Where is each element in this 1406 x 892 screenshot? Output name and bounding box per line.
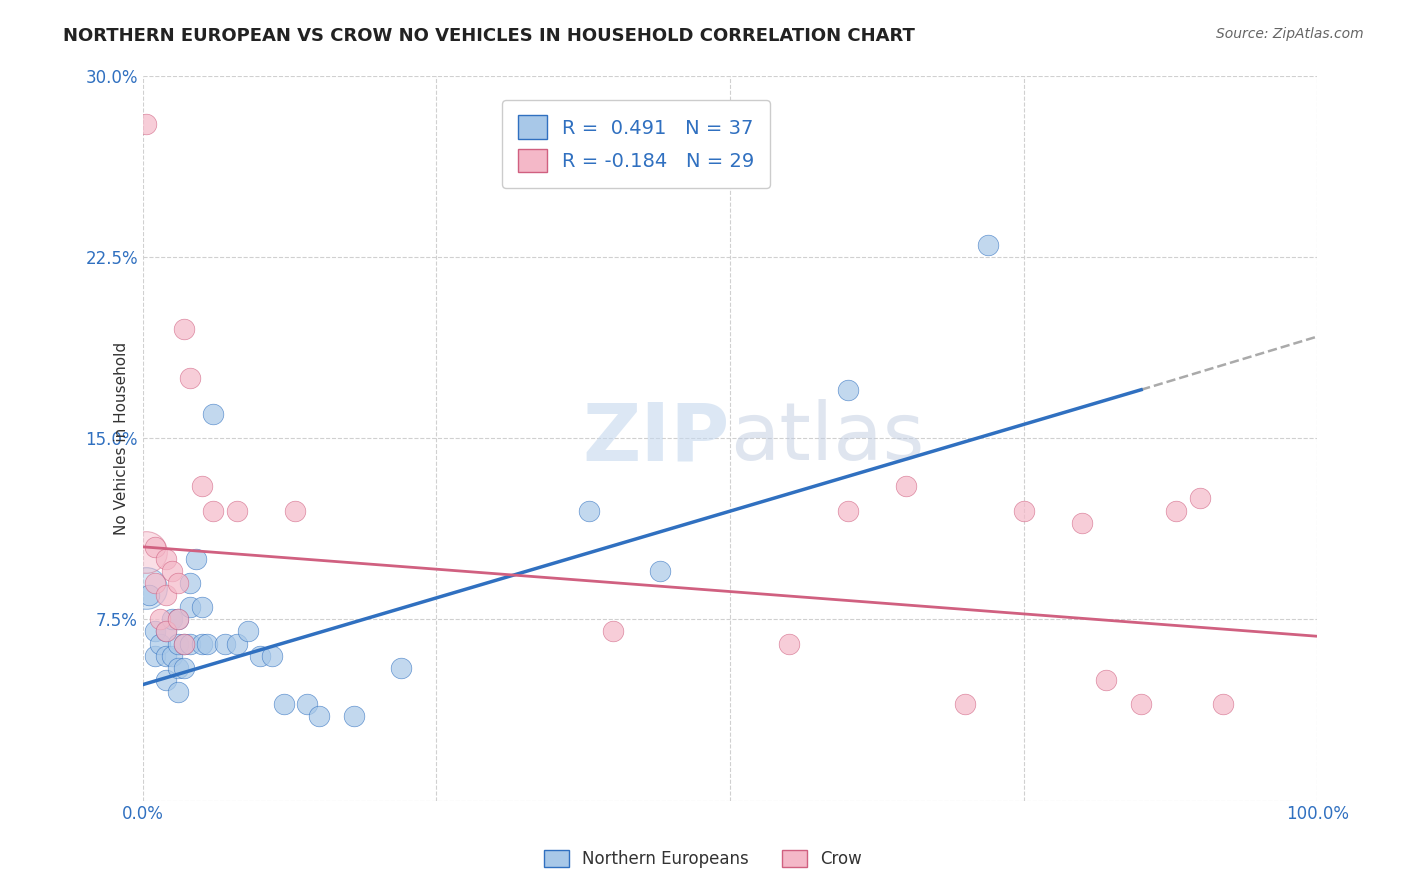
Point [143, 576, 166, 591]
Point [297, 697, 319, 711]
Point [578, 503, 600, 517]
Point [953, 697, 976, 711]
Point [190, 479, 212, 493]
Point [837, 503, 859, 517]
Point [167, 612, 190, 626]
Point [896, 479, 918, 493]
Point [135, 117, 157, 131]
Legend: Northern Europeans, Crow: Northern Europeans, Crow [537, 843, 869, 875]
Point [284, 503, 307, 517]
Legend: R =  0.491   N = 37, R = -0.184   N = 29: R = 0.491 N = 37, R = -0.184 N = 29 [502, 100, 770, 188]
Point [138, 588, 160, 602]
Point [173, 636, 195, 650]
Point [249, 648, 271, 663]
Point [167, 576, 190, 591]
Point [1188, 491, 1211, 506]
Point [197, 636, 219, 650]
Text: Source: ZipAtlas.com: Source: ZipAtlas.com [1216, 27, 1364, 41]
Point [1071, 516, 1094, 530]
Point [778, 636, 800, 650]
Point [160, 648, 183, 663]
Point [179, 370, 201, 384]
Point [273, 697, 295, 711]
Point [225, 503, 247, 517]
Point [173, 636, 195, 650]
Point [160, 564, 183, 578]
Point [1012, 503, 1035, 517]
Point [173, 661, 195, 675]
Point [389, 661, 412, 675]
Point [167, 661, 190, 675]
Point [1212, 697, 1234, 711]
Point [135, 581, 157, 595]
Point [179, 576, 201, 591]
Point [167, 636, 190, 650]
Point [1130, 697, 1153, 711]
Point [149, 612, 172, 626]
Point [155, 588, 177, 602]
Point [155, 624, 177, 639]
Point [260, 648, 283, 663]
Y-axis label: No Vehicles in Household: No Vehicles in Household [114, 342, 129, 534]
Point [343, 709, 366, 723]
Point [155, 552, 177, 566]
Point [202, 503, 225, 517]
Point [238, 624, 260, 639]
Point [143, 540, 166, 554]
Text: atlas: atlas [730, 399, 924, 477]
Point [837, 383, 859, 397]
Text: ZIP: ZIP [583, 399, 730, 477]
Point [143, 624, 166, 639]
Point [179, 636, 201, 650]
Point [184, 552, 207, 566]
Point [155, 648, 177, 663]
Point [648, 564, 671, 578]
Point [179, 600, 201, 615]
Point [202, 407, 225, 421]
Point [602, 624, 624, 639]
Point [149, 636, 172, 650]
Point [143, 648, 166, 663]
Point [167, 612, 190, 626]
Point [190, 636, 212, 650]
Point [190, 600, 212, 615]
Point [160, 612, 183, 626]
Point [155, 673, 177, 687]
Point [167, 685, 190, 699]
Point [214, 636, 236, 650]
Point [1095, 673, 1118, 687]
Point [1166, 503, 1188, 517]
Point [308, 709, 330, 723]
Point [225, 636, 247, 650]
Point [173, 322, 195, 336]
Point [155, 624, 177, 639]
Text: NORTHERN EUROPEAN VS CROW NO VEHICLES IN HOUSEHOLD CORRELATION CHART: NORTHERN EUROPEAN VS CROW NO VEHICLES IN… [63, 27, 915, 45]
Point [977, 237, 1000, 252]
Point [135, 544, 157, 558]
